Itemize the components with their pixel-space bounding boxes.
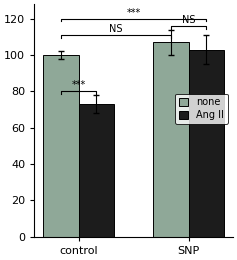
Bar bbox=[43, 55, 78, 237]
Text: ***: *** bbox=[71, 81, 86, 90]
Text: ***: *** bbox=[127, 8, 141, 18]
Bar bbox=[153, 42, 189, 237]
Bar bbox=[189, 50, 224, 237]
Text: NS: NS bbox=[109, 24, 123, 34]
Legend: none, Ang II: none, Ang II bbox=[175, 94, 228, 124]
Text: NS: NS bbox=[182, 15, 195, 25]
Bar bbox=[78, 104, 114, 237]
